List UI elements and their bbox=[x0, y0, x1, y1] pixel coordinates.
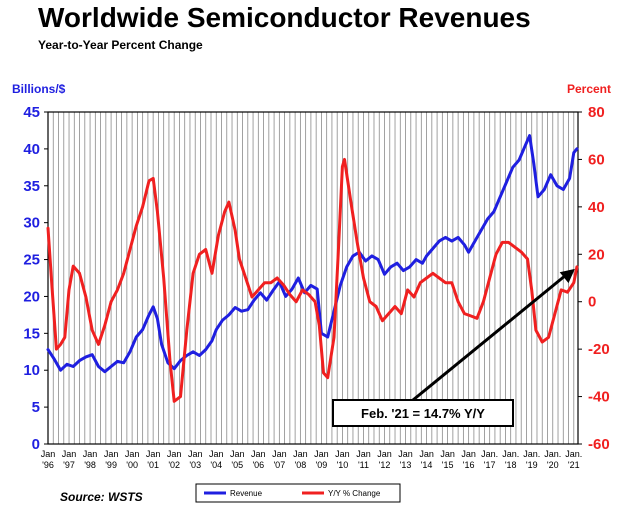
legend-label-revenue: Revenue bbox=[230, 489, 263, 498]
y-tick-label: 0 bbox=[32, 436, 40, 453]
x-tick-label: '06 bbox=[252, 460, 264, 470]
legend: Revenue Y/Y % Change bbox=[195, 483, 401, 503]
x-tick-label: '16 bbox=[463, 460, 475, 470]
chart-subtitle: Year-to-Year Percent Change bbox=[38, 38, 203, 52]
series bbox=[46, 134, 579, 403]
x-tick-label: Jan bbox=[335, 449, 350, 459]
y2-tick-label: -40 bbox=[588, 389, 610, 406]
x-tick-label: Jan bbox=[356, 449, 371, 459]
y-tick-label: 30 bbox=[23, 215, 40, 232]
x-tick-label: Jan bbox=[41, 449, 56, 459]
x-tick-label: Jan bbox=[251, 449, 266, 459]
annotation-box bbox=[332, 399, 514, 427]
plot-border bbox=[47, 111, 579, 445]
y-tick-label: 20 bbox=[23, 288, 40, 305]
x-tick-label: '12 bbox=[379, 460, 391, 470]
x-tick-label: Jan bbox=[440, 449, 455, 459]
y-tick-label: 15 bbox=[23, 325, 40, 342]
x-tick-label: '05 bbox=[231, 460, 243, 470]
x-tick-label: Jan bbox=[272, 449, 287, 459]
y2-tick-label: 80 bbox=[588, 104, 605, 121]
x-tick-label: '15 bbox=[442, 460, 454, 470]
x-tick-label: Jan bbox=[377, 449, 392, 459]
y2-axis-label: Percent bbox=[567, 82, 611, 96]
x-tick-label: Jan bbox=[188, 449, 203, 459]
y-tick-label: 10 bbox=[23, 362, 40, 379]
x-tick-label: Jan. bbox=[481, 449, 498, 459]
y-tick-label: 40 bbox=[23, 141, 40, 158]
x-tick-label: '21 bbox=[568, 460, 580, 470]
y2-tick-label: -60 bbox=[588, 436, 610, 453]
x-tick-label: Jan bbox=[461, 449, 476, 459]
x-tick-label: '01 bbox=[147, 460, 159, 470]
x-tick-label: '19 bbox=[526, 460, 538, 470]
x-tick-label: '08 bbox=[295, 460, 307, 470]
annotation-arrow-line bbox=[412, 274, 566, 402]
revenue-line bbox=[46, 134, 579, 374]
x-tick-label: '10 bbox=[337, 460, 349, 470]
x-tick-label: '96 bbox=[42, 460, 54, 470]
y2-tick-label: -20 bbox=[588, 341, 610, 358]
y2-tick-label: 0 bbox=[588, 294, 596, 311]
y-axis-label: Billions/$ bbox=[12, 82, 66, 96]
source-note: Source: WSTS bbox=[60, 490, 143, 504]
x-tick-label: '17 bbox=[484, 460, 496, 470]
legend-box bbox=[195, 483, 401, 503]
x-tick-label: '00 bbox=[126, 460, 138, 470]
x-tick-label: Jan. bbox=[544, 449, 561, 459]
x-tick-label: '09 bbox=[316, 460, 328, 470]
x-tick-label: '97 bbox=[63, 460, 75, 470]
x-tick-label: '99 bbox=[105, 460, 117, 470]
x-tick-label: Jan bbox=[104, 449, 119, 459]
x-tick-label: '18 bbox=[505, 460, 517, 470]
y-tick-label: 5 bbox=[32, 399, 40, 416]
x-tick-label: '14 bbox=[421, 460, 433, 470]
chart-title: Worldwide Semiconductor Revenues bbox=[38, 2, 531, 33]
annotation-text: Feb. '21 = 14.7% Y/Y bbox=[361, 406, 485, 421]
x-tick-label: Jan. bbox=[502, 449, 519, 459]
x-tick-label: Jan bbox=[83, 449, 98, 459]
annotation-arrowhead bbox=[559, 268, 575, 284]
grid bbox=[47, 112, 575, 444]
x-tick-label: '04 bbox=[210, 460, 222, 470]
x-tick-label: '07 bbox=[273, 460, 285, 470]
x-tick-label: '11 bbox=[358, 460, 369, 470]
x-tick-label: '02 bbox=[168, 460, 180, 470]
x-tick-label: '98 bbox=[84, 460, 96, 470]
x-tick-label: Jan bbox=[398, 449, 413, 459]
x-tick-label: Jan. bbox=[523, 449, 540, 459]
x-tick-label: Jan. bbox=[565, 449, 582, 459]
y-tick-label: 35 bbox=[23, 178, 40, 195]
y2-tick-label: 60 bbox=[588, 151, 605, 168]
x-tick-label: Jan bbox=[230, 449, 245, 459]
x-tick-label: Jan bbox=[314, 449, 329, 459]
y2-tick-label: 40 bbox=[588, 199, 605, 216]
x-tick-label: '03 bbox=[189, 460, 201, 470]
annotation: Feb. '21 = 14.7% Y/Y bbox=[332, 268, 575, 427]
x-tick-label: Jan bbox=[209, 449, 224, 459]
axes: 0 5 10 15 20 25 30 35 40 45 -60 -40 -20 0 20 40 60 80 Bill… bbox=[12, 82, 611, 470]
x-tick-label: '20 bbox=[547, 460, 559, 470]
x-tick-label: Jan bbox=[419, 449, 434, 459]
yy-change-line bbox=[46, 157, 579, 403]
y-tick-label: 45 bbox=[23, 104, 40, 121]
x-tick-label: Jan bbox=[167, 449, 182, 459]
x-tick-label: Jan bbox=[146, 449, 161, 459]
x-tick-label: Jan bbox=[293, 449, 308, 459]
x-tick-label: Jan bbox=[62, 449, 77, 459]
legend-label-yy-change: Y/Y % Change bbox=[328, 489, 381, 498]
y2-tick-label: 20 bbox=[588, 246, 605, 263]
x-tick-label: Jan bbox=[125, 449, 140, 459]
x-tick-label: '13 bbox=[400, 460, 412, 470]
y-tick-label: 25 bbox=[23, 252, 40, 269]
